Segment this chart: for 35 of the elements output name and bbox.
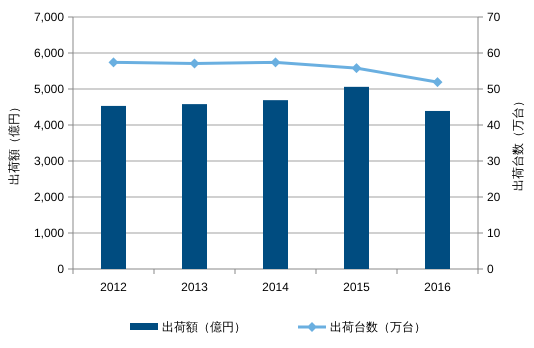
point <box>352 63 362 74</box>
y-tick-label: 1,000 <box>34 226 64 240</box>
y-tick-label: 4,000 <box>34 118 64 132</box>
legend-label: 出荷台数（万台） <box>330 320 426 334</box>
x-tick-label: 2016 <box>424 280 452 294</box>
y2-tick-label: 0 <box>487 262 494 276</box>
y2-axis-title: 出荷台数（万台） <box>511 95 525 191</box>
y2-tick-label: 50 <box>487 82 501 96</box>
y-tick-label: 5,000 <box>34 82 64 96</box>
x-tick-label: 2013 <box>181 280 208 294</box>
y2-tick-label: 40 <box>487 118 501 132</box>
point <box>270 57 280 68</box>
x-tick-label: 2014 <box>262 280 290 294</box>
y-tick-label: 3,000 <box>34 154 64 168</box>
y-axis-title: 出荷額（億円） <box>7 101 21 185</box>
legend-label: 出荷額（億円） <box>162 320 246 334</box>
bar <box>344 86 369 269</box>
bar <box>263 100 288 269</box>
y2-tick-label: 30 <box>487 154 501 168</box>
x-tick-label: 2012 <box>100 280 128 294</box>
y-tick-label: 2,000 <box>34 190 64 204</box>
point <box>108 57 118 68</box>
y-tick-label: 7,000 <box>34 10 64 24</box>
y-tick-label: 6,000 <box>34 46 64 60</box>
bar <box>425 110 450 269</box>
y2-tick-label: 60 <box>487 46 501 60</box>
y-tick-label: 0 <box>57 262 64 276</box>
y2-tick-label: 10 <box>487 226 501 240</box>
bar <box>101 106 126 269</box>
point <box>190 58 200 68</box>
x-tick-label: 2015 <box>343 280 370 294</box>
y2-tick-label: 20 <box>487 190 501 204</box>
point <box>432 77 442 88</box>
bar <box>182 104 207 269</box>
y2-tick-label: 70 <box>487 10 501 24</box>
